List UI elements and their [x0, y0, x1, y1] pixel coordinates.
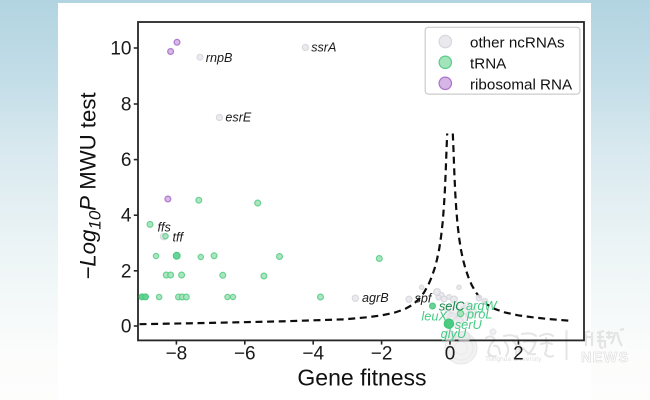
svg-text:ssrA: ssrA — [311, 41, 336, 55]
svg-text:proL: proL — [466, 307, 493, 322]
svg-text:spf: spf — [415, 291, 433, 305]
svg-text:10: 10 — [110, 39, 131, 60]
svg-text:ffs: ffs — [158, 221, 172, 235]
svg-text:other ncRNAs: other ncRNAs — [470, 35, 565, 52]
svg-text:glyU: glyU — [441, 326, 467, 341]
svg-text:6: 6 — [121, 150, 132, 171]
svg-text:NEWS: NEWS — [581, 350, 629, 366]
svg-text:−8: −8 — [166, 344, 188, 365]
svg-text:leuX: leuX — [421, 309, 447, 324]
svg-text:argW: argW — [466, 298, 498, 313]
svg-text:−2: −2 — [371, 344, 393, 365]
svg-text:rnpB: rnpB — [206, 51, 233, 65]
svg-text:ribosomal RNA: ribosomal RNA — [470, 76, 573, 93]
svg-text:esrE: esrE — [225, 111, 251, 125]
svg-text:−6: −6 — [234, 344, 256, 365]
svg-text:tRNA: tRNA — [470, 55, 507, 72]
svg-text:−4: −4 — [302, 344, 324, 365]
svg-text:Gene fitness: Gene fitness — [297, 365, 426, 391]
svg-text:tff: tff — [173, 230, 185, 244]
svg-text:Tsinghua University: Tsinghua University — [485, 356, 542, 363]
svg-text:2: 2 — [121, 261, 132, 282]
svg-text:selC: selC — [439, 299, 465, 314]
svg-text:2: 2 — [513, 344, 524, 365]
svg-text:4: 4 — [121, 206, 132, 227]
svg-text:0: 0 — [445, 344, 456, 365]
svg-text:−Log10P MWU test: −Log10P MWU test — [76, 92, 105, 279]
svg-text:0: 0 — [121, 317, 132, 338]
svg-text:agrB: agrB — [362, 291, 389, 305]
svg-text:8: 8 — [121, 95, 132, 116]
svg-text:serU: serU — [455, 317, 483, 332]
